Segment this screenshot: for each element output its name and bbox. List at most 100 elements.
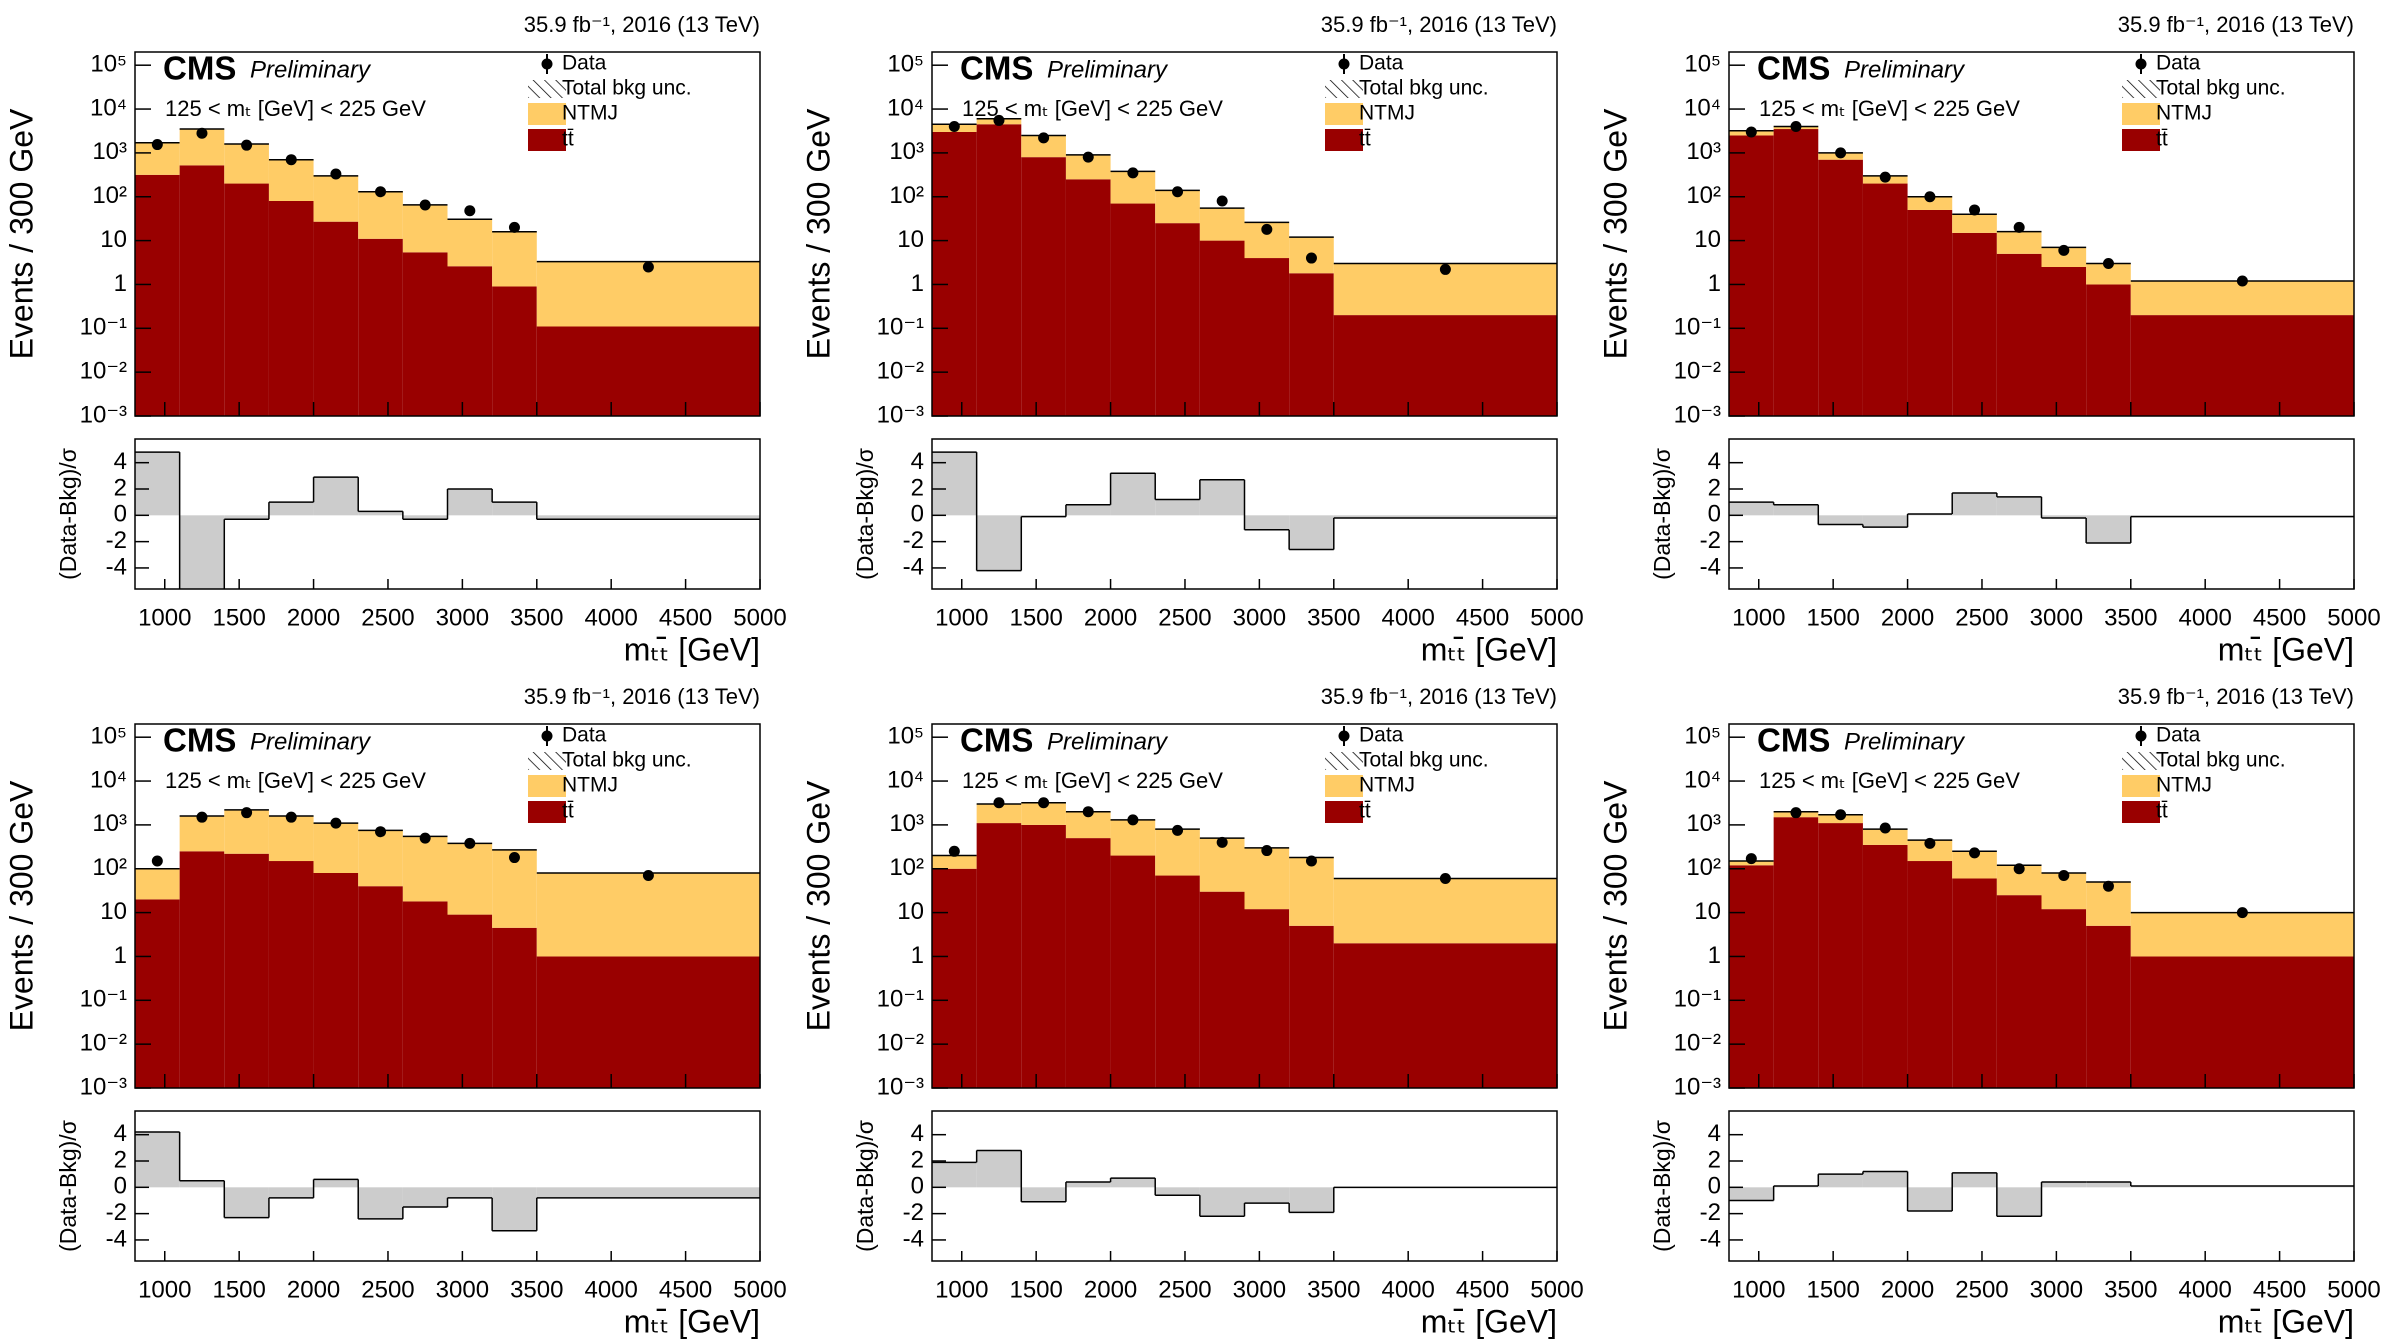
x-axis-title: mₜₜ̄ [GeV] bbox=[2218, 631, 2354, 667]
ratio-axis-title: (Data-Bkg)/σ bbox=[1649, 448, 1675, 580]
status-label: Preliminary bbox=[250, 56, 372, 83]
legend-swatch bbox=[528, 775, 566, 797]
data-point bbox=[1439, 263, 1451, 275]
x-tick-label: 3500 bbox=[2104, 1276, 2157, 1303]
histogram-bar bbox=[1065, 838, 1111, 1088]
main-plot bbox=[135, 807, 760, 1088]
main-frame bbox=[931, 723, 1558, 1089]
histogram-bar bbox=[224, 853, 269, 1088]
x-tick-label: 4000 bbox=[584, 604, 637, 631]
data-point bbox=[1790, 807, 1802, 819]
histogram-bar bbox=[402, 252, 448, 416]
data-point bbox=[642, 261, 654, 273]
histogram-bar bbox=[976, 124, 1022, 416]
x-tick-label: 4000 bbox=[1381, 1276, 1434, 1303]
ratio-y-tick-label: -4 bbox=[903, 553, 924, 580]
legend-swatch bbox=[528, 80, 566, 98]
pull-bar bbox=[1065, 504, 1111, 516]
legend-swatch bbox=[2122, 752, 2160, 770]
pull-bar bbox=[1065, 1182, 1111, 1188]
x-tick-label: 1500 bbox=[1806, 604, 1859, 631]
ratio-axis-title: (Data-Bkg)/σ bbox=[1649, 1120, 1675, 1252]
ratio-y-tick-label: 4 bbox=[911, 1120, 924, 1147]
ratio-frame bbox=[1728, 1110, 2355, 1262]
legend-label: NTMJ bbox=[562, 774, 618, 797]
ratio-y-tick-label: 0 bbox=[114, 501, 127, 528]
main-plot bbox=[932, 797, 1557, 1088]
histogram-bar bbox=[492, 286, 537, 416]
y-tick-label: 10⁻³ bbox=[1674, 1073, 1721, 1100]
panel-title: 35.9 fb⁻¹, 2016 (13 TeV) bbox=[1321, 684, 1557, 709]
pull-bar bbox=[1818, 1174, 1863, 1188]
experiment-label: CMS bbox=[960, 722, 1033, 759]
x-tick-label: 2500 bbox=[1158, 1276, 1211, 1303]
x-axis-title: mₜₜ̄ [GeV] bbox=[1421, 1303, 1557, 1339]
x-tick-label: 1000 bbox=[1732, 604, 1785, 631]
pull-bar bbox=[1244, 1187, 1290, 1204]
legend-label: tt̄ bbox=[562, 800, 574, 823]
pull-bar bbox=[1199, 1187, 1245, 1217]
ratio-y-tick-label: -4 bbox=[903, 1225, 924, 1252]
legend-marker bbox=[1338, 730, 1350, 742]
histogram-bar bbox=[1244, 258, 1290, 416]
ratio-y-tick-label: 4 bbox=[114, 1120, 127, 1147]
histogram-bar bbox=[2041, 247, 2087, 268]
y-tick-label: 10⁵ bbox=[90, 51, 127, 78]
histogram-bar bbox=[1333, 878, 1557, 944]
data-point bbox=[1261, 223, 1273, 235]
pull-bar bbox=[358, 511, 403, 516]
data-point bbox=[1790, 120, 1802, 132]
x-tick-label: 2500 bbox=[1955, 604, 2008, 631]
y-tick-label: 10 bbox=[897, 898, 924, 925]
ratio-y-tick-label: 2 bbox=[911, 474, 924, 501]
pull-bar bbox=[402, 515, 448, 520]
histogram-bar bbox=[1907, 209, 1953, 416]
y-tick-label: 1 bbox=[1708, 270, 1721, 297]
legend-swatch bbox=[2122, 103, 2160, 125]
histogram-bar bbox=[1952, 878, 1997, 1088]
histogram-bar bbox=[1110, 855, 1156, 1088]
legend-swatch bbox=[528, 801, 566, 823]
x-tick-label: 4500 bbox=[2253, 1276, 2306, 1303]
x-tick-label: 4500 bbox=[1456, 604, 1509, 631]
main-frame bbox=[931, 51, 1558, 417]
y-tick-label: 1 bbox=[114, 270, 127, 297]
ratio-y-tick-label: -4 bbox=[1700, 553, 1721, 580]
legend-label: Data bbox=[562, 52, 607, 75]
pull-bar bbox=[2086, 1182, 2131, 1188]
data-point bbox=[285, 154, 297, 166]
y-tick-label: 10³ bbox=[889, 810, 924, 837]
pull-bar bbox=[447, 489, 493, 516]
histogram-bar bbox=[1862, 183, 1908, 416]
data-point bbox=[419, 832, 431, 844]
ratio-axis-title: (Data-Bkg)/σ bbox=[852, 448, 878, 580]
x-tick-label: 3000 bbox=[1233, 604, 1286, 631]
histogram-bar bbox=[358, 886, 403, 1088]
ratio-y-tick-label: -4 bbox=[1700, 1225, 1721, 1252]
status-label: Preliminary bbox=[1844, 728, 1966, 755]
main-plot bbox=[932, 114, 1557, 416]
data-point bbox=[1261, 845, 1273, 857]
data-point bbox=[2013, 221, 2025, 233]
histogram-bar bbox=[1952, 214, 1997, 233]
data-point bbox=[1835, 809, 1847, 821]
y-axis-title: Events / 300 GeV bbox=[1597, 780, 1633, 1031]
histogram-bar bbox=[1244, 847, 1290, 910]
legend-swatch bbox=[528, 752, 566, 770]
pull-bar bbox=[932, 452, 977, 516]
histogram-bar bbox=[1155, 223, 1200, 416]
legend-marker bbox=[2135, 730, 2147, 742]
y-tick-label: 10 bbox=[100, 898, 127, 925]
histogram-bar bbox=[2086, 263, 2131, 285]
pull-bar bbox=[1862, 515, 1908, 528]
pull-bar bbox=[1773, 504, 1819, 516]
panel: 35.9 fb⁻¹, 2016 (13 TeV) Events / 300 GeV… bbox=[3, 12, 786, 668]
y-tick-label: 10³ bbox=[889, 138, 924, 165]
histogram-bar bbox=[1155, 875, 1200, 1088]
histogram-bar bbox=[179, 851, 225, 1088]
y-tick-label: 1 bbox=[114, 942, 127, 969]
histogram-bar bbox=[2130, 912, 2354, 957]
x-tick-label: 1000 bbox=[1732, 1276, 1785, 1303]
status-label: Preliminary bbox=[1047, 728, 1169, 755]
data-point bbox=[464, 837, 476, 849]
